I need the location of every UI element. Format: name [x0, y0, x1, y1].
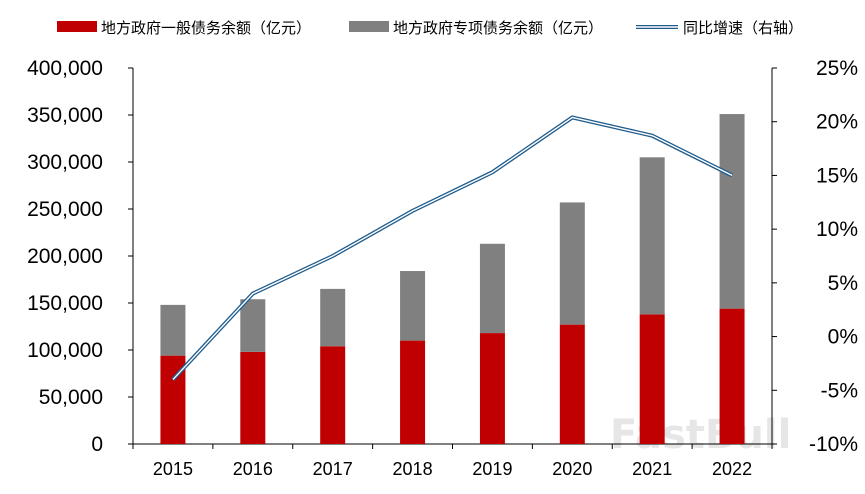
y-right-tick-label: -5% — [821, 379, 858, 402]
y-left-tick-label: 50,000 — [39, 386, 103, 409]
y-left-tick-label: 300,000 — [27, 151, 103, 174]
y-right-tick-label: 5% — [828, 272, 858, 295]
y-right-tick-label: 25% — [816, 57, 858, 80]
bar-special-debt — [719, 114, 745, 309]
bar-special-debt — [559, 202, 585, 325]
legend-label: 地方政府一般债务余额（亿元） — [101, 19, 311, 37]
legend-swatch-special-debt — [349, 21, 389, 32]
x-tick-label: 2017 — [313, 459, 353, 479]
bar-special-debt — [160, 304, 186, 356]
bar-general-debt — [639, 314, 665, 444]
bar-general-debt — [479, 333, 505, 444]
bar-general-debt — [320, 346, 346, 444]
x-tick-label: 2019 — [472, 459, 512, 479]
legend-label: 同比增速（右轴） — [683, 19, 803, 37]
bar-special-debt — [639, 157, 665, 315]
y-left-tick-label: 250,000 — [27, 198, 103, 221]
y-left-tick-label: 150,000 — [27, 292, 103, 315]
bar-special-debt — [320, 288, 346, 347]
legend-swatch-general-debt — [57, 21, 97, 32]
y-left-tick-label: 0 — [91, 433, 103, 456]
y-right-tick-label: 10% — [816, 218, 858, 241]
y-right-tick-label: -10% — [809, 433, 858, 456]
bar-special-debt — [240, 299, 266, 352]
bar-general-debt — [559, 324, 585, 444]
x-tick-label: 2015 — [153, 459, 193, 479]
y-left-tick-label: 400,000 — [27, 57, 103, 80]
bar-general-debt — [719, 308, 745, 444]
watermark-text: FastBull — [610, 412, 791, 458]
y-left-tick-label: 100,000 — [27, 339, 103, 362]
x-tick-label: 2020 — [552, 459, 592, 479]
x-tick-label: 2021 — [632, 459, 672, 479]
bar-general-debt — [400, 340, 426, 444]
y-right-tick-label: 0% — [828, 326, 858, 349]
x-tick-label: 2016 — [233, 459, 273, 479]
bar-special-debt — [400, 271, 426, 341]
y-left-tick-label: 350,000 — [27, 104, 103, 127]
bar-special-debt — [479, 243, 505, 334]
x-tick-label: 2018 — [393, 459, 433, 479]
y-left-tick-label: 200,000 — [27, 245, 103, 268]
y-right-tick-label: 15% — [816, 164, 858, 187]
y-right-tick-label: 20% — [816, 111, 858, 134]
x-tick-label: 2022 — [712, 459, 752, 479]
legend-label: 地方政府专项债务余额（亿元） — [393, 19, 603, 37]
growth-line-inner — [172, 116, 733, 381]
bar-general-debt — [240, 351, 266, 444]
